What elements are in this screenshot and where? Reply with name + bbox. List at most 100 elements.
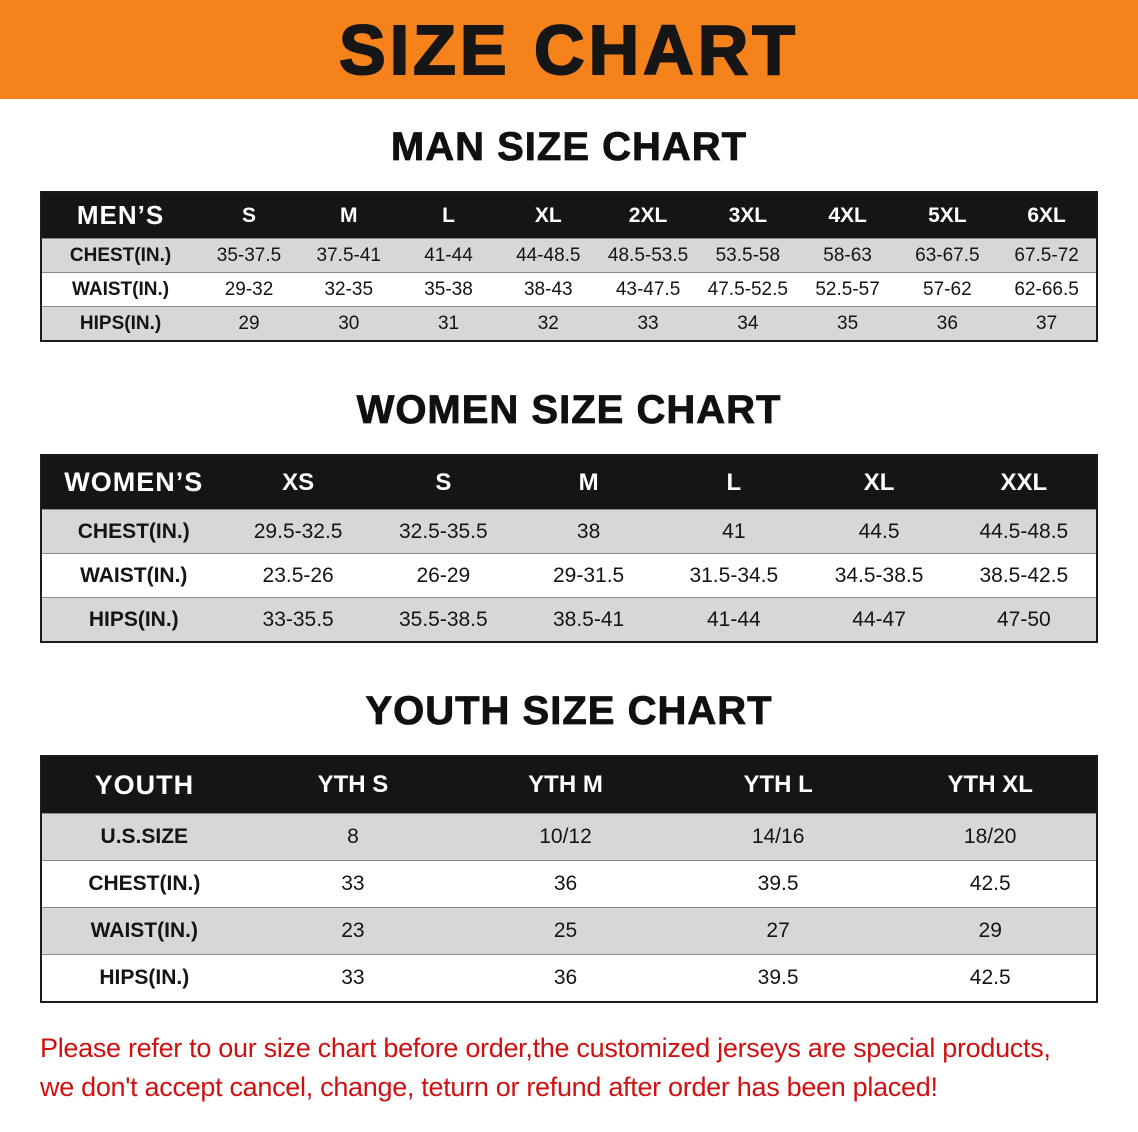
measurement-value-cell: 8 bbox=[246, 813, 460, 861]
measurement-label-cell: HIPS(IN.) bbox=[41, 306, 200, 341]
measurement-row: U.S.SIZE 8 10/12 14/16 18/20 bbox=[41, 813, 1097, 861]
measurement-value-cell: 37.5-41 bbox=[298, 238, 399, 273]
womens-header-row: WOMEN’S XS S M L XL XXL bbox=[41, 455, 1097, 510]
size-column-header: YTH M bbox=[528, 771, 603, 798]
measurement-label-cell: U.S.SIZE bbox=[41, 813, 247, 861]
measurement-value-cell: 18/20 bbox=[884, 813, 1097, 861]
size-column-header: S bbox=[241, 203, 256, 227]
measurement-value-cell: 42.5 bbox=[884, 860, 1097, 908]
measurement-value-cell: 29 bbox=[199, 306, 299, 341]
measurement-value-cell: 29 bbox=[884, 907, 1097, 955]
measurement-value-cell: 47.5-52.5 bbox=[697, 272, 798, 307]
womens-size-table: WOMEN’S XS S M L XL XXL CHEST(IN.) 29.5-32.5 32.5… bbox=[40, 454, 1098, 643]
measurement-label-cell: WAIST(IN.) bbox=[41, 907, 247, 955]
measurement-row: CHEST(IN.) 29.5-32.5 32.5-35.5 38 41 44.5 44.5… bbox=[41, 509, 1097, 554]
measurement-row: HIPS(IN.) 33 36 39.5 42.5 bbox=[41, 954, 1097, 1002]
measurement-value-cell: 41 bbox=[661, 509, 807, 554]
measurement-label-cell: CHEST(IN.) bbox=[41, 509, 226, 554]
measurement-value-cell: 67.5-72 bbox=[997, 238, 1097, 273]
measurement-row: CHEST(IN.) 33 36 39.5 42.5 bbox=[41, 860, 1097, 908]
measurement-label-cell: CHEST(IN.) bbox=[41, 860, 247, 908]
measurement-value-cell: 32-35 bbox=[298, 272, 399, 307]
size-column-header: M bbox=[340, 203, 358, 227]
size-column-header: S bbox=[435, 468, 452, 496]
measurement-value-cell: 31.5-34.5 bbox=[661, 553, 807, 598]
womens-chart-heading: WOMEN SIZE CHART bbox=[356, 388, 782, 433]
size-column-header: 5XL bbox=[928, 203, 967, 227]
measurement-value-cell: 33 bbox=[246, 860, 460, 908]
measurement-value-cell: 35-37.5 bbox=[199, 238, 299, 273]
measurement-value-cell: 38.5-41 bbox=[515, 597, 662, 642]
size-column-header: 2XL bbox=[628, 203, 668, 227]
measurement-value-cell: 34 bbox=[697, 306, 798, 341]
measurement-value-cell: 53.5-58 bbox=[697, 238, 798, 273]
measurement-value-cell: 33-35.5 bbox=[225, 597, 371, 642]
disclaimer-line-1: Please refer to our size chart before or… bbox=[40, 1033, 1051, 1063]
size-column-header: XXL bbox=[1000, 468, 1048, 496]
measurement-value-cell: 29-31.5 bbox=[515, 553, 662, 598]
measurement-value-cell: 44.5 bbox=[806, 509, 952, 554]
measurement-value-cell: 44.5-48.5 bbox=[951, 509, 1097, 554]
measurement-value-cell: 14/16 bbox=[671, 813, 885, 861]
youth-chart-heading: YOUTH SIZE CHART bbox=[365, 689, 773, 734]
measurement-value-cell: 36 bbox=[897, 306, 998, 341]
mens-size-table: MEN’S S M L XL 2XL 3XL 4XL 5XL 6XL CHEST(IN.) 35-37… bbox=[40, 191, 1098, 342]
measurement-value-cell: 30 bbox=[298, 306, 399, 341]
measurement-value-cell: 32 bbox=[498, 306, 599, 341]
size-column-header: 3XL bbox=[728, 203, 768, 227]
measurement-value-cell: 43-47.5 bbox=[598, 272, 698, 307]
size-column-header: L bbox=[442, 203, 455, 227]
measurement-value-cell: 47-50 bbox=[951, 597, 1097, 642]
mens-size-chart-section: MAN SIZE CHART MEN’S S M L XL 2XL 3XL 4XL 5XL 6XL C… bbox=[0, 125, 1138, 342]
measurement-value-cell: 29-32 bbox=[199, 272, 299, 307]
size-column-header: XS bbox=[282, 468, 315, 496]
measurement-value-cell: 44-47 bbox=[806, 597, 952, 642]
measurement-value-cell: 35.5-38.5 bbox=[370, 597, 516, 642]
measurement-value-cell: 39.5 bbox=[671, 860, 885, 908]
measurement-value-cell: 31 bbox=[398, 306, 499, 341]
measurement-label-cell: CHEST(IN.) bbox=[41, 238, 200, 273]
measurement-value-cell: 25 bbox=[459, 907, 672, 955]
table-title-cell: MEN’S bbox=[76, 200, 165, 230]
disclaimer-line-2: we don't accept cancel, change, teturn o… bbox=[40, 1072, 938, 1103]
measurement-value-cell: 41-44 bbox=[661, 597, 807, 642]
measurement-value-cell: 35 bbox=[797, 306, 898, 341]
measurement-value-cell: 38 bbox=[515, 509, 662, 554]
mens-header-row: MEN’S S M L XL 2XL 3XL 4XL 5XL 6XL bbox=[41, 192, 1097, 239]
measurement-label-cell: WAIST(IN.) bbox=[41, 553, 226, 598]
measurement-value-cell: 37 bbox=[997, 306, 1097, 341]
size-column-header: M bbox=[578, 468, 599, 496]
youth-header-row: YOUTH YTH S YTH M YTH L YTH XL bbox=[41, 756, 1097, 814]
measurement-value-cell: 23.5-26 bbox=[225, 553, 371, 598]
measurement-value-cell: 10/12 bbox=[459, 813, 672, 861]
measurement-value-cell: 42.5 bbox=[884, 954, 1097, 1002]
measurement-value-cell: 34.5-38.5 bbox=[806, 553, 952, 598]
youth-size-chart-section: YOUTH SIZE CHART YOUTH YTH S YTH M YTH L YTH … bbox=[0, 689, 1138, 1003]
measurement-row: CHEST(IN.) 35-37.5 37.5-41 41-44 44-48.5 48.5… bbox=[41, 238, 1097, 273]
table-title-cell: YOUTH bbox=[94, 769, 195, 800]
size-column-header: XL bbox=[863, 468, 895, 496]
measurement-label-cell: WAIST(IN.) bbox=[41, 272, 200, 307]
measurement-value-cell: 41-44 bbox=[398, 238, 499, 273]
measurement-value-cell: 23 bbox=[246, 907, 460, 955]
measurement-value-cell: 29.5-32.5 bbox=[225, 509, 371, 554]
measurement-value-cell: 35-38 bbox=[398, 272, 499, 307]
measurement-value-cell: 39.5 bbox=[671, 954, 885, 1002]
measurement-value-cell: 33 bbox=[246, 954, 460, 1002]
measurement-row: WAIST(IN.) 23.5-26 26-29 29-31.5 31.5-34.5 34… bbox=[41, 553, 1097, 598]
measurement-value-cell: 32.5-35.5 bbox=[370, 509, 516, 554]
size-column-header: YTH XL bbox=[947, 771, 1033, 798]
mens-chart-heading: MAN SIZE CHART bbox=[390, 125, 748, 170]
measurement-label-cell: HIPS(IN.) bbox=[41, 597, 226, 642]
size-column-header: XL bbox=[534, 203, 562, 227]
measurement-value-cell: 44-48.5 bbox=[498, 238, 599, 273]
size-column-header: 6XL bbox=[1027, 203, 1066, 227]
measurement-label-cell: HIPS(IN.) bbox=[41, 954, 247, 1002]
measurement-value-cell: 57-62 bbox=[897, 272, 998, 307]
measurement-value-cell: 58-63 bbox=[797, 238, 898, 273]
measurement-value-cell: 62-66.5 bbox=[997, 272, 1097, 307]
measurement-value-cell: 36 bbox=[459, 860, 672, 908]
measurement-row: HIPS(IN.) 29 30 31 32 33 34 35 36 37 bbox=[41, 306, 1097, 341]
womens-size-chart-section: WOMEN SIZE CHART WOMEN’S XS S M L XL XXL CHEST(I… bbox=[0, 388, 1138, 643]
size-column-header: YTH L bbox=[743, 771, 813, 798]
